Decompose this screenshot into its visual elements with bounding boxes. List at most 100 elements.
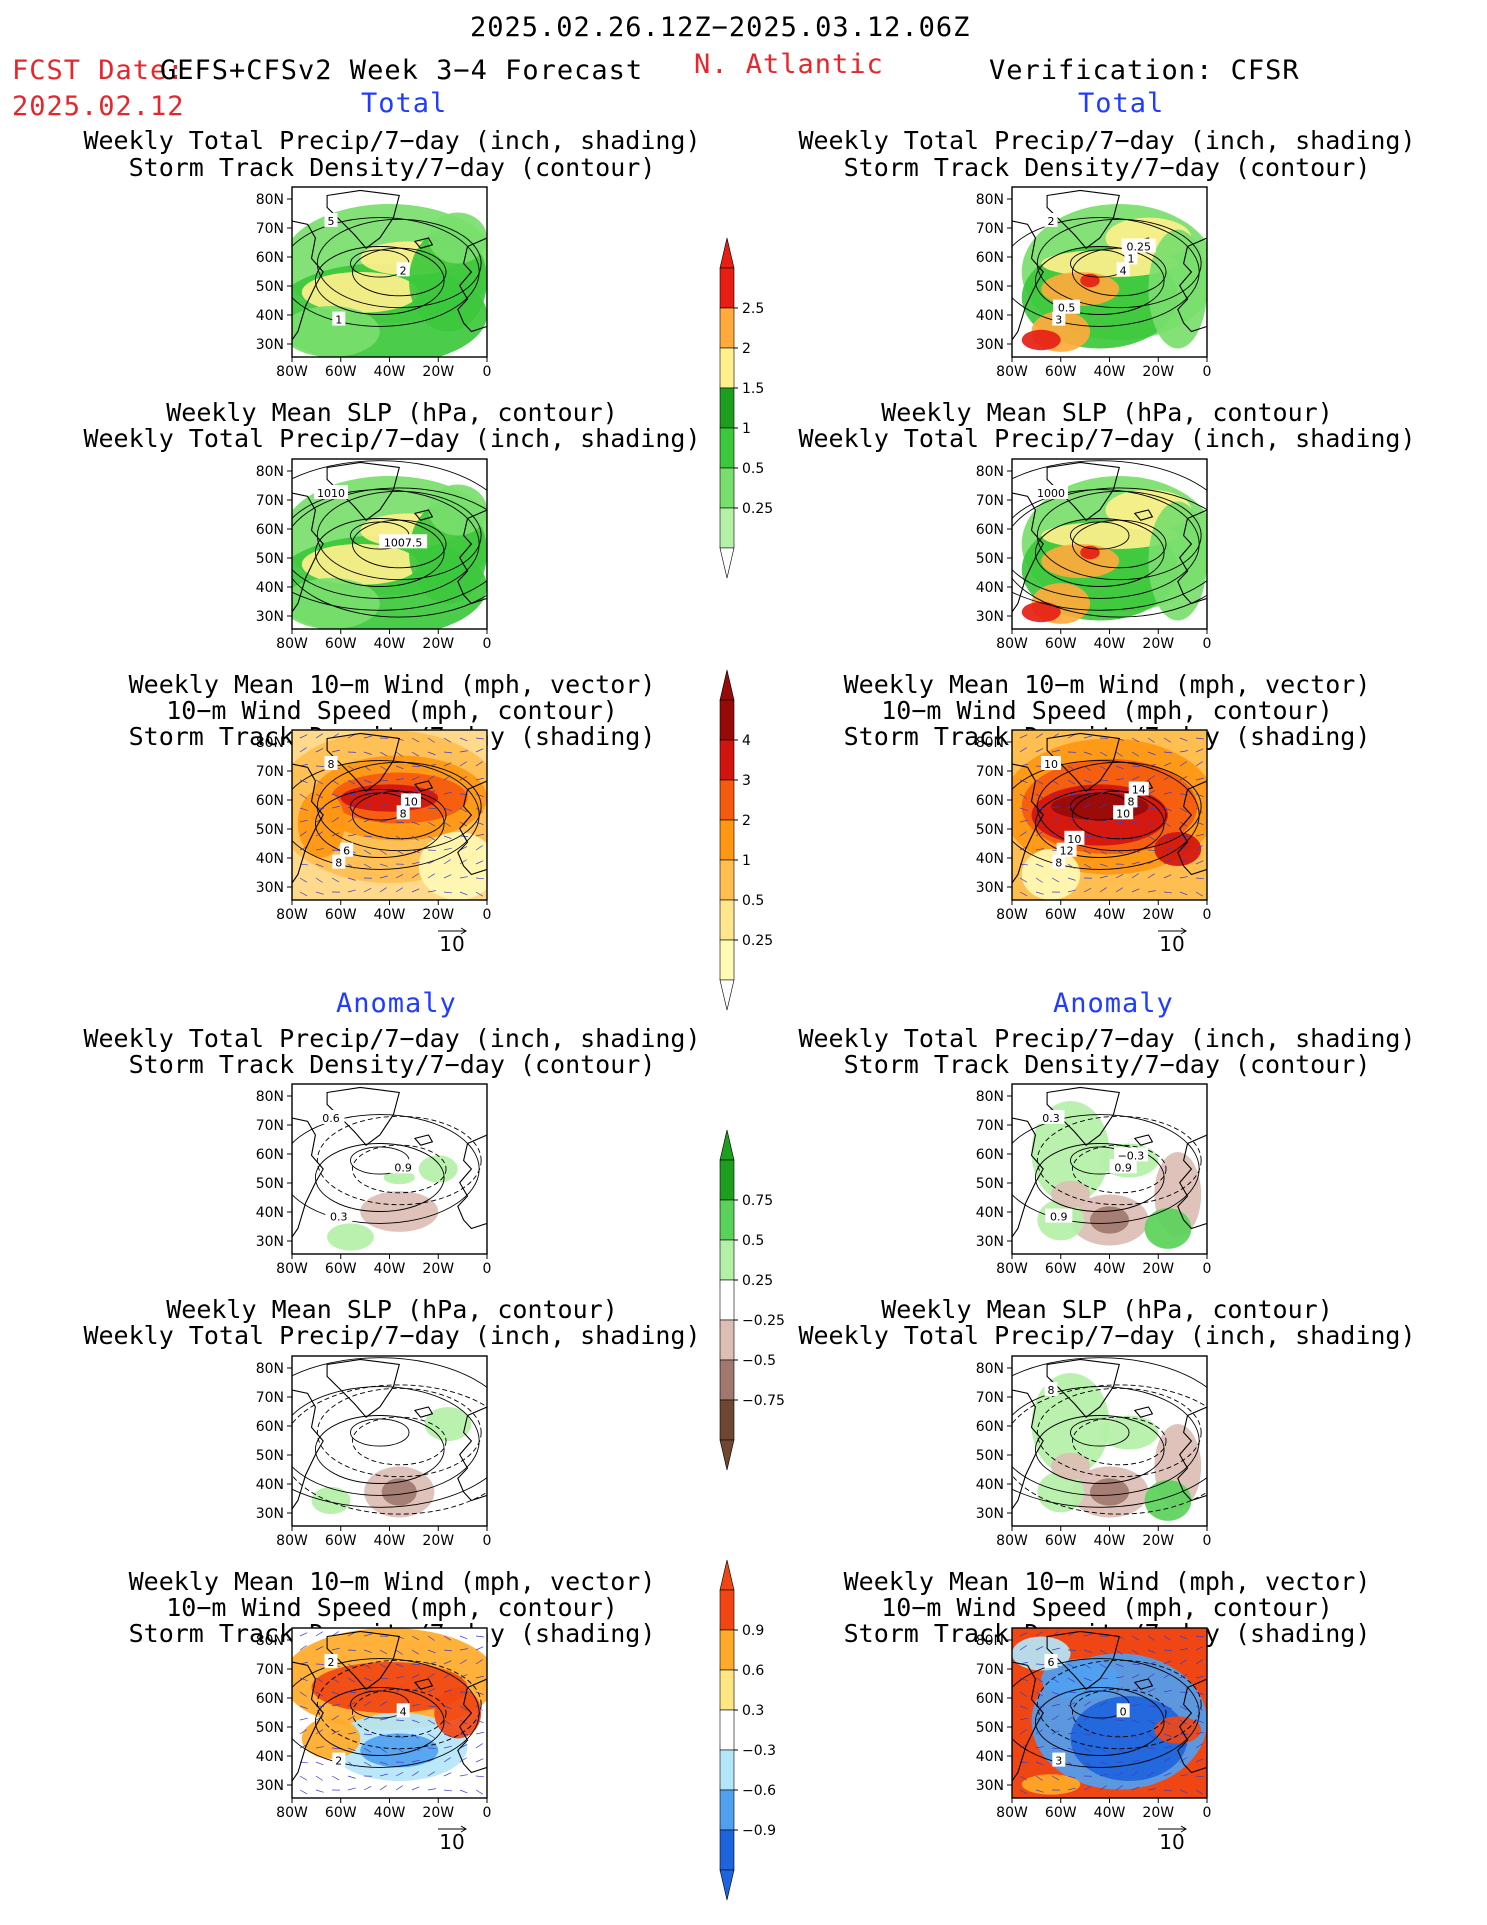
contour-line: [1012, 1114, 1200, 1224]
wind-vector: [347, 863, 355, 869]
wind-vector: [475, 748, 484, 753]
wind-vector: [395, 849, 404, 855]
wind-vector: [1131, 1733, 1139, 1739]
y-tick-label: 30N: [976, 609, 1004, 625]
wind-vector: [1147, 790, 1156, 795]
wind-vector: [459, 1674, 468, 1679]
wind-vector: [331, 793, 340, 798]
x-tick-label: 60W: [1045, 636, 1077, 652]
wind-vector: [459, 807, 468, 813]
contour-label: 2: [335, 1755, 342, 1768]
contour-line: [1012, 1384, 1207, 1515]
wind-vector: [427, 860, 436, 865]
wind-vector: [1035, 1631, 1043, 1637]
colorbar-segment: [719, 427, 735, 469]
contour-line: [1034, 1415, 1165, 1484]
contour-label-box: [332, 854, 346, 869]
wind-vector: [1035, 1729, 1043, 1735]
vector-reference-arrowhead: [1180, 927, 1187, 935]
wind-vector: [1035, 1789, 1044, 1793]
contour-label: 14: [1132, 784, 1146, 797]
wind-vector: [315, 1646, 324, 1651]
wind-vector: [475, 761, 483, 767]
wind-vector: [331, 849, 340, 852]
contour-label-box: [1121, 238, 1156, 253]
wind-vector: [411, 849, 420, 853]
colorbar-segment: [719, 1239, 735, 1281]
colorbar-segment: [719, 859, 735, 901]
x-tick-label: 20W: [422, 636, 454, 652]
y-tick-label: 30N: [256, 1506, 284, 1522]
wind-vector: [1179, 1674, 1188, 1679]
wind-vector: [299, 1645, 307, 1651]
wind-vector: [1035, 1691, 1044, 1697]
wind-vector: [379, 790, 388, 795]
wind-vector: [1179, 1659, 1187, 1665]
contour-label: 8: [1055, 857, 1062, 870]
wind-vector: [1131, 765, 1140, 768]
wind-vector: [1019, 793, 1027, 799]
europe-coast: [1177, 509, 1207, 605]
wind-vector: [475, 1743, 483, 1749]
wind-vector: [1195, 807, 1203, 813]
wind-vector: [411, 873, 419, 879]
panel-title-va3-line2: 10−m Wind Speed (mph, contour): [881, 1593, 1333, 1622]
wind-vector: [411, 1663, 420, 1666]
x-tick-label: 80W: [276, 636, 308, 652]
contour-label-box: [317, 1110, 345, 1124]
contour-line: [292, 489, 480, 599]
y-tick-label: 70N: [976, 493, 1004, 509]
wind-vector: [363, 887, 372, 893]
contour-line: [1012, 760, 1200, 870]
contour-label-box: [340, 842, 354, 857]
wind-vector: [331, 1747, 340, 1750]
y-tick-label: 60N: [256, 793, 284, 809]
contour-label-box: [1109, 1159, 1137, 1174]
contour-label: 1: [1127, 252, 1134, 265]
wind-vector: [331, 1775, 340, 1781]
region-label: N. Atlantic: [694, 49, 884, 80]
wind-vector: [395, 778, 404, 781]
contour-label-box: [332, 311, 346, 326]
wind-vector: [475, 877, 484, 880]
wind-vector: [443, 791, 452, 795]
wind-vector: [1019, 1729, 1027, 1735]
contour-label: 8: [400, 807, 407, 820]
wind-vector: [299, 1677, 308, 1681]
wind-vector: [475, 1659, 483, 1665]
wind-vector: [331, 877, 340, 883]
wind-vector: [1163, 807, 1172, 811]
wind-vector: [1083, 751, 1092, 755]
x-tick-label: 40W: [374, 1261, 406, 1277]
shading-blob: [1148, 501, 1207, 621]
shading-blob: [1090, 1206, 1129, 1234]
wind-vector: [1019, 1677, 1028, 1681]
x-tick-label: 20W: [422, 1533, 454, 1549]
iceland-coast: [1133, 509, 1154, 521]
x-tick-label: 60W: [1045, 1805, 1077, 1821]
wind-vector: [475, 807, 483, 813]
wind-vector: [1067, 863, 1075, 869]
shading-blob: [1021, 329, 1061, 351]
wind-vector: [1067, 1747, 1076, 1752]
wind-vector: [1163, 1789, 1172, 1792]
wind-vector: [1099, 790, 1108, 795]
wind-vector: [1067, 793, 1077, 795]
wind-vector: [1179, 1774, 1188, 1777]
y-tick-label: 50N: [256, 1176, 284, 1192]
wind-vector: [1163, 1705, 1172, 1709]
contour-line: [314, 1415, 445, 1484]
contour-line: [1036, 1115, 1202, 1206]
wind-vector: [331, 805, 340, 809]
wind-vector: [1147, 775, 1155, 781]
wind-vector: [1163, 1649, 1172, 1652]
wind-vector: [363, 791, 372, 795]
wind-vector: [1179, 1648, 1188, 1651]
wind-vector: [443, 1660, 452, 1665]
wind-vector: [411, 1733, 419, 1739]
wind-vector: [299, 779, 308, 783]
y-tick-label: 30N: [976, 880, 1004, 896]
wind-vector: [1083, 735, 1092, 739]
x-tick-label: 80W: [996, 1261, 1028, 1277]
colorbar-segment: [719, 1589, 735, 1631]
